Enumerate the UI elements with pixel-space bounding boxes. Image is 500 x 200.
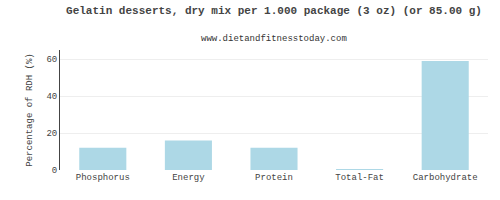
svg-text:Total-Fat: Total-Fat bbox=[335, 173, 384, 183]
svg-text:60: 60 bbox=[46, 55, 57, 65]
svg-text:20: 20 bbox=[46, 129, 57, 139]
svg-text:40: 40 bbox=[46, 92, 57, 102]
svg-text:Gelatin desserts, dry mix per: Gelatin desserts, dry mix per 1.000 pack… bbox=[66, 5, 482, 17]
svg-text:Phosphorus: Phosphorus bbox=[76, 173, 130, 183]
svg-text:www.dietandfitnesstoday.com: www.dietandfitnesstoday.com bbox=[201, 34, 347, 44]
svg-text:Energy: Energy bbox=[172, 173, 205, 183]
svg-text:Percentage of RDH (%): Percentage of RDH (%) bbox=[25, 53, 35, 166]
svg-text:0: 0 bbox=[52, 166, 57, 176]
svg-text:Carbohydrate: Carbohydrate bbox=[413, 173, 478, 183]
svg-text:Protein: Protein bbox=[255, 173, 293, 183]
